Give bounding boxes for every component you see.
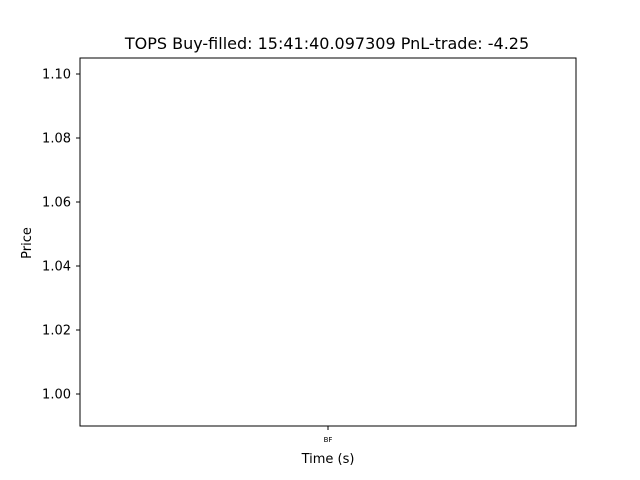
- x-axis: BF: [324, 426, 333, 444]
- x-axis-label: Time (s): [301, 452, 355, 467]
- y-tick-label: 1.02: [42, 324, 71, 339]
- plot-area-frame: [79, 57, 577, 427]
- y-tick-label: 1.00: [42, 388, 71, 403]
- y-tick-label: 1.06: [42, 196, 71, 211]
- y-axis-label: Price: [20, 227, 35, 259]
- y-tick-label: 1.04: [42, 260, 71, 275]
- y-tick-label: 1.10: [42, 68, 71, 83]
- chart-title: TOPS Buy-filled: 15:41:40.097309 PnL-tra…: [124, 34, 529, 53]
- x-tick-label: BF: [324, 436, 333, 444]
- y-tick-label: 1.08: [42, 132, 71, 147]
- y-axis: 1.00 1.02 1.04 1.06 1.08 1.10: [42, 68, 80, 403]
